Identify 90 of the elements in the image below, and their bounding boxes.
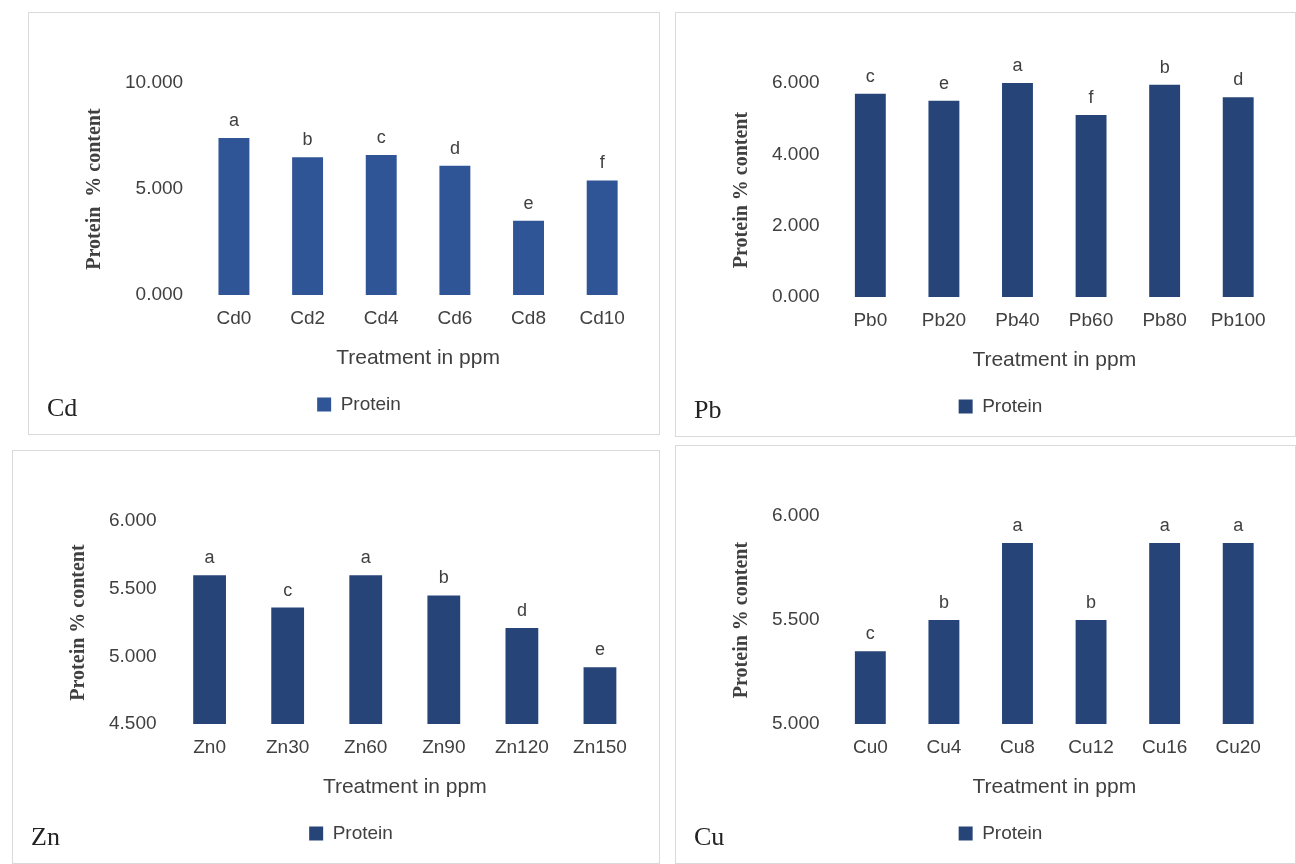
data-label: e	[938, 72, 949, 93]
x-tick-label: Zn30	[266, 735, 310, 757]
x-tick-label: Cu8	[1000, 735, 1035, 757]
bar	[218, 138, 250, 295]
bar	[854, 93, 886, 297]
y-tick-label: 0.000	[772, 285, 820, 307]
bar	[1002, 83, 1033, 297]
x-tick-label: Pb0	[853, 308, 888, 330]
data-label: e	[594, 639, 605, 660]
data-label: d	[449, 137, 460, 158]
legend-label: Protein	[332, 821, 393, 843]
data-label: b	[302, 129, 313, 150]
data-label: b	[938, 591, 949, 612]
x-tick-label: Cd6	[437, 306, 473, 328]
x-tick-label: Cu16	[1141, 735, 1188, 757]
x-axis-title: Treatment in ppm	[336, 345, 500, 369]
data-label: a	[204, 547, 216, 568]
x-tick-label: Zn120	[494, 735, 549, 757]
bar	[1222, 97, 1254, 297]
text: Cd	[47, 392, 78, 422]
y-tick-label: 2.000	[772, 213, 820, 235]
x-tick-label: Zn150	[573, 735, 627, 757]
y-axis-title: Protein % content	[82, 108, 105, 270]
x-tick-label: Zn90	[422, 735, 466, 757]
data-label: f	[1088, 87, 1095, 108]
data-label: a	[1012, 515, 1024, 536]
x-tick-label: Cd0	[216, 306, 252, 328]
legend-label: Protein	[340, 392, 401, 414]
bar	[292, 157, 324, 295]
y-tick-label: 6.000	[109, 509, 157, 531]
bar	[439, 165, 471, 295]
bar	[513, 220, 544, 295]
y-tick-label: 10.000	[124, 71, 184, 93]
x-axis-title: Treatment in ppm	[972, 347, 1137, 371]
legend-label: Protein	[982, 394, 1043, 416]
data-label: a	[1012, 54, 1024, 75]
data-label: c	[376, 127, 386, 148]
x-axis-title: Treatment in ppm	[322, 774, 487, 798]
data-label: c	[283, 579, 293, 600]
bar	[1149, 84, 1181, 297]
y-tick-label: 6.000	[772, 71, 820, 93]
x-tick-label: Cd4	[363, 306, 400, 328]
data-label: a	[1233, 515, 1245, 536]
data-label: a	[360, 547, 372, 568]
y-tick-label: 6.000	[772, 504, 820, 526]
text: Cu	[694, 821, 725, 851]
y-tick-label: 5.500	[109, 576, 157, 598]
x-tick-label: Pb20	[921, 308, 967, 330]
x-tick-label: Pb100	[1210, 308, 1266, 330]
bar	[365, 155, 397, 295]
data-label: c	[865, 65, 875, 86]
x-tick-label: Pb40	[995, 308, 1040, 330]
data-label: b	[438, 567, 449, 588]
y-tick-label: 5.000	[135, 177, 184, 199]
x-tick-label: Cu20	[1215, 735, 1261, 757]
data-label: a	[228, 110, 240, 131]
x-tick-label: Zn0	[193, 735, 226, 757]
x-tick-label: Zn60	[344, 735, 388, 757]
legend-label: Protein	[982, 821, 1043, 843]
x-tick-label: Cu0	[852, 735, 888, 757]
data-label: f	[599, 152, 606, 173]
y-tick-label: 5.000	[109, 644, 157, 666]
x-axis-title: Treatment in ppm	[972, 774, 1137, 798]
data-label: d	[1233, 69, 1244, 90]
y-tick-label: 5.000	[772, 712, 820, 734]
text: Pb	[694, 394, 722, 424]
data-label: e	[523, 192, 534, 213]
y-axis-title: Protein % content	[66, 544, 89, 701]
bar	[586, 180, 618, 295]
x-tick-label: Cu12	[1068, 735, 1114, 757]
text: Zn	[31, 821, 60, 851]
x-tick-label: Cu4	[926, 735, 962, 757]
x-tick-label: Cd8	[511, 306, 546, 328]
y-tick-label: 5.500	[772, 608, 820, 630]
x-tick-label: Pb60	[1068, 308, 1114, 330]
data-label: b	[1159, 56, 1170, 77]
data-label: b	[1086, 591, 1097, 612]
y-tick-label: 4.000	[772, 142, 820, 164]
bar	[1075, 115, 1107, 297]
y-axis-title: Protein % content	[729, 111, 752, 269]
data-label: c	[865, 623, 875, 644]
x-tick-label: Pb80	[1142, 308, 1187, 330]
y-tick-label: 4.500	[109, 712, 157, 734]
y-axis-title: Protein % content	[729, 541, 752, 699]
x-tick-label: Cd10	[579, 306, 625, 328]
data-label: d	[516, 599, 527, 620]
data-label: a	[1159, 515, 1171, 536]
x-tick-label: Cd2	[290, 306, 326, 328]
bar	[928, 100, 960, 297]
y-tick-label: 0.000	[135, 283, 184, 305]
